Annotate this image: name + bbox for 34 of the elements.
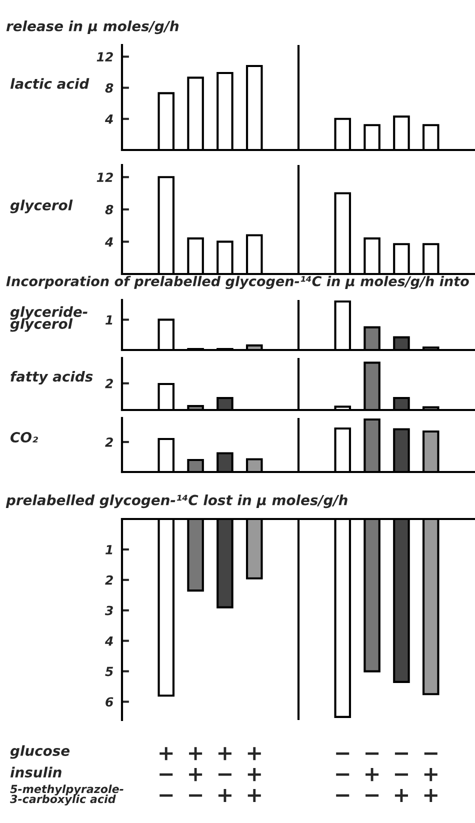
x-tick-label: − − + — [394, 752, 408, 802]
y-axis-title: glyceride- glycerol — [10, 306, 88, 332]
y-tick-label: 1 — [106, 545, 112, 554]
text: insulin — [10, 766, 62, 778]
y-tick-label: 4 — [104, 114, 113, 124]
text: 5-methylpyrazole- 3-carboxylic acid — [10, 784, 124, 806]
y-tick-label: 1 — [106, 315, 112, 324]
y-tick-label: 2 — [105, 378, 113, 388]
x-tick-label: − + + — [424, 752, 438, 802]
chart-title: prelabelled glycogen-¹⁴C lost in µ moles/g/h — [6, 494, 348, 508]
y-tick-label: 4 — [104, 636, 113, 646]
y-tick-label: 12 — [96, 52, 113, 62]
chart-title: Incorporation of prelabelled glycogen-¹⁴C in µ moles/g/h into — [6, 276, 469, 290]
x-tick-label: − − − — [336, 752, 350, 797]
text: glucose — [10, 745, 70, 759]
y-tick-label: 12 — [96, 172, 113, 182]
x-tick-label: + + + — [248, 747, 261, 802]
y-axis-title: fatty acids — [10, 370, 93, 385]
y-tick-label: 6 — [106, 697, 114, 707]
y-tick-label: 8 — [105, 204, 114, 214]
y-axis-title: glycerol — [10, 200, 73, 214]
x-tick-label: + − + — [218, 747, 232, 802]
y-tick-label: 8 — [105, 83, 114, 93]
x-tick-label: + + − — [189, 747, 202, 797]
y-tick-label: 5 — [105, 666, 114, 676]
y-tick-label: 2 — [105, 575, 113, 585]
chart-title: release in µ moles/g/h — [6, 20, 179, 34]
y-tick-label: 4 — [104, 237, 113, 246]
y-tick-label: 3 — [104, 606, 113, 616]
y-axis-title: CO₂ — [10, 432, 38, 443]
y-axis-title: lactic acid — [10, 78, 90, 89]
x-tick-label: + − − — [160, 747, 173, 797]
y-tick-label: 2 — [105, 437, 113, 447]
x-tick-label: − + − — [366, 752, 379, 797]
